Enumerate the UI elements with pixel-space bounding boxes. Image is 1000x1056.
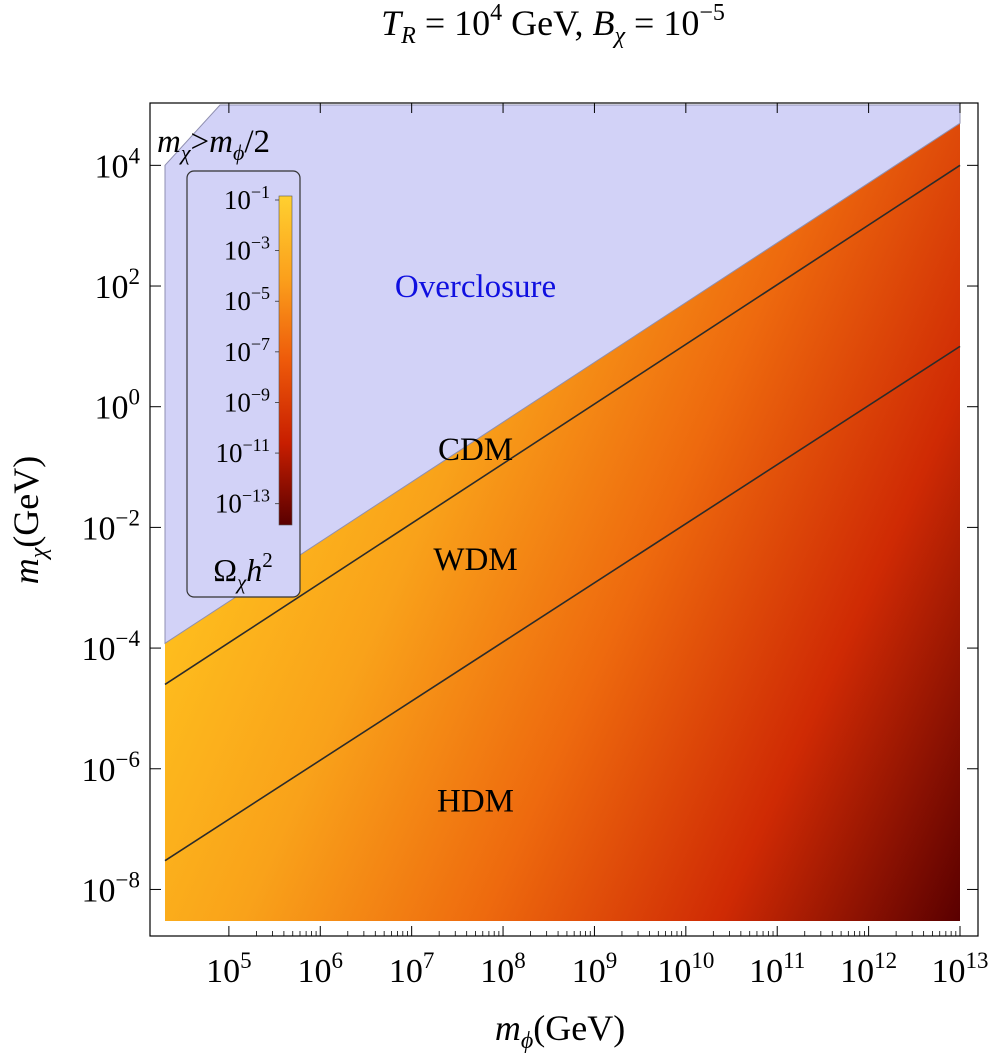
colorbar-tick-label: 10−3 bbox=[224, 233, 270, 266]
colorbar-legend: 10−1 10−3 10−5 10−7 10−9 10−11 10−13 Ωχh2 bbox=[186, 170, 301, 598]
y-axis-ticks: 104 102 100 10−2 10−4 10−6 10−8 bbox=[82, 143, 978, 909]
y-tick-label: 10−4 bbox=[82, 626, 141, 668]
colorbar-tick-label: 10−1 bbox=[224, 182, 270, 215]
x-tick-label: 106 bbox=[298, 948, 344, 990]
y-tick-label: 10−6 bbox=[82, 747, 140, 789]
colorbar-tick-label: 10−13 bbox=[215, 486, 270, 519]
chart-title: TR = 104 GeV, Bχ = 10−5 bbox=[381, 0, 725, 49]
colorbar-label: Ωχh2 bbox=[213, 548, 273, 594]
colorbar-ticks: 10−1 10−3 10−5 10−7 10−9 10−11 10−13 bbox=[215, 182, 279, 519]
colorbar-tick-label: 10−11 bbox=[216, 435, 270, 468]
y-axis-label: mχ(GeV) bbox=[6, 456, 52, 585]
x-tick-label: 1012 bbox=[840, 948, 897, 990]
contour-line bbox=[164, 164, 961, 686]
region-label-overclosure: Overclosure bbox=[395, 269, 556, 305]
region-label-wdm: WDM bbox=[433, 542, 517, 578]
y-tick-label: 104 bbox=[95, 143, 141, 185]
y-tick-label: 10−2 bbox=[82, 505, 140, 547]
x-tick-label: 1010 bbox=[657, 948, 714, 990]
region-label-cdm: CDM bbox=[438, 432, 513, 468]
colorbar-tick-label: 10−9 bbox=[224, 384, 270, 417]
colorbar-tick-label: 10−7 bbox=[224, 334, 270, 367]
colorbar-box bbox=[186, 170, 301, 598]
y-tick-label: 10−8 bbox=[82, 867, 140, 909]
x-tick-label: 1013 bbox=[932, 948, 989, 990]
colorbar-tick-label: 10−5 bbox=[224, 283, 270, 316]
x-tick-label: 107 bbox=[389, 948, 435, 990]
x-tick-label: 105 bbox=[206, 948, 252, 990]
contour-line bbox=[164, 345, 961, 862]
overclosure-region bbox=[164, 104, 961, 645]
colorbar-gradient bbox=[278, 195, 293, 526]
contour-lines bbox=[164, 164, 961, 862]
region-label-hdm: HDM bbox=[437, 783, 514, 819]
kinematic-limit-label: mχ>mϕ/2 bbox=[157, 124, 270, 165]
y-tick-label: 102 bbox=[95, 264, 141, 306]
x-tick-label: 108 bbox=[480, 948, 525, 990]
x-tick-label: 1011 bbox=[749, 948, 805, 990]
y-tick-label: 100 bbox=[95, 385, 141, 427]
x-tick-label: 109 bbox=[572, 948, 618, 990]
x-axis-label: mϕ(GeV) bbox=[495, 1008, 625, 1054]
region-labels: Overclosure CDM WDM HDM bbox=[395, 269, 556, 819]
x-axis-ticks: 105 106 107 108 109 1010 1011 1012 1013 bbox=[206, 103, 989, 990]
